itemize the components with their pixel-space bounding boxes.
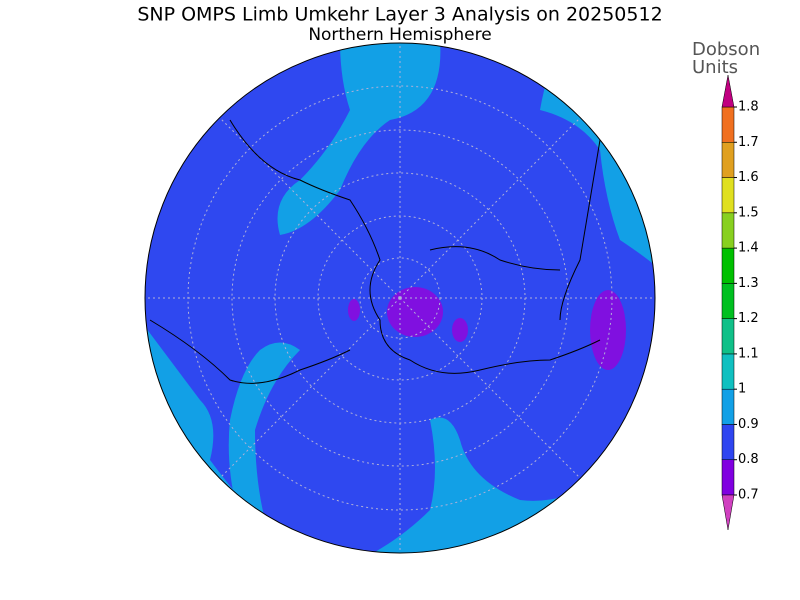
colorbar-tick-label: 1.4: [738, 241, 759, 256]
field-low: [590, 290, 626, 370]
colorbar-tick-label: 0.9: [738, 417, 759, 432]
colorbar-segment: [721, 388, 735, 425]
colorbar-tick-label: 1.2: [738, 311, 759, 326]
field-low: [452, 318, 468, 342]
title: SNP OMPS Limb Umkehr Layer 3 Analysis on…: [137, 4, 662, 26]
colorbar-segment: [721, 177, 735, 214]
colorbar-segment: [721, 459, 735, 496]
colorbar-segment: [721, 212, 735, 249]
colorbar-tick-label: 0.8: [738, 452, 759, 467]
map-border: [144, 42, 656, 554]
colorbar-tick-label: 1.1: [738, 346, 759, 361]
coastlines: [149, 119, 601, 384]
colorbar-tick-label: 1: [738, 382, 746, 397]
colorbar: Dobson Units 0.7 0.8 0.9 1 1.1 1.2 1.3 1.4 1.5 1.…: [692, 39, 760, 531]
colorbar-segment: [721, 247, 735, 284]
colorbar-segment: [721, 424, 735, 460]
colorbar-tick-label: 0.7: [738, 488, 759, 503]
colorbar-segment: [721, 318, 735, 355]
colorbar-tick-label: 1.3: [738, 276, 759, 291]
colorbar-tick-label: 1.8: [738, 100, 759, 115]
colorbar-units: Units: [692, 57, 738, 78]
colorbar-over: [721, 74, 735, 108]
subtitle: Northern Hemisphere: [308, 25, 491, 45]
colorbar-segment: [721, 283, 735, 319]
colorbar-tick-label: 1.5: [738, 205, 759, 220]
colorbar-segment: [721, 142, 735, 178]
field-low: [348, 299, 360, 321]
colorbar-tick-label: 1.6: [738, 170, 759, 185]
colorbar-segment: [721, 353, 735, 390]
graticule: [145, 43, 655, 553]
polar-map: [145, 43, 655, 553]
field-region: [228, 342, 300, 520]
field-region: [277, 43, 441, 235]
colorbar-under: [721, 494, 735, 531]
colorbar-units: Dobson: [692, 39, 760, 60]
field-low: [387, 287, 443, 337]
colorbar-segment: [721, 106, 735, 143]
colorbar-tick-label: 1.7: [738, 135, 759, 150]
